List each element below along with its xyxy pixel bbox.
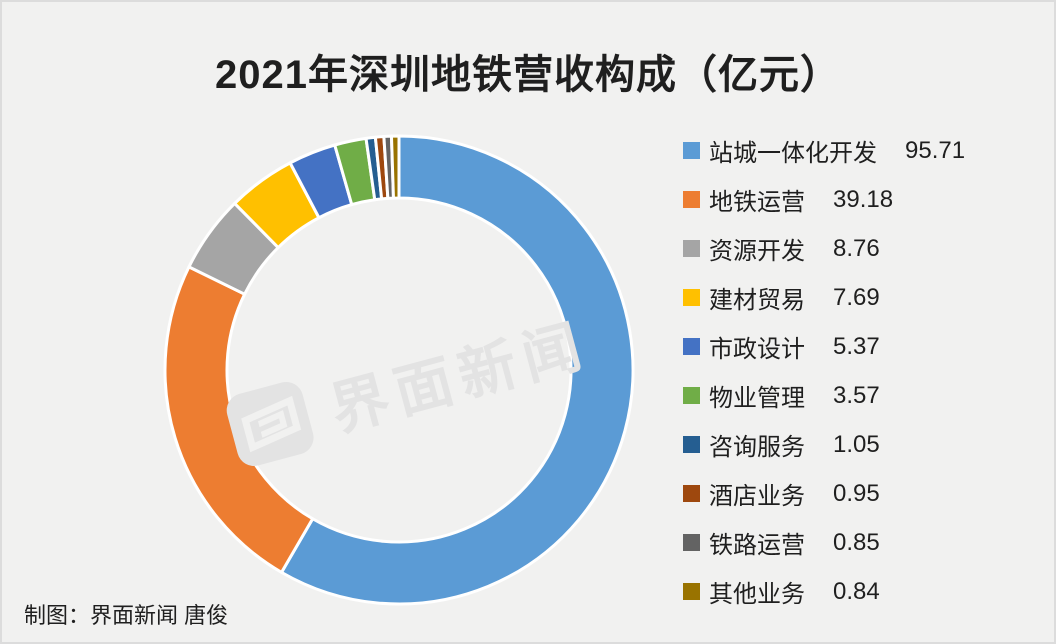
legend-swatch <box>683 191 700 208</box>
donut-slice-0 <box>280 134 635 606</box>
legend-item: 铁路运营 0.85 <box>683 518 965 567</box>
legend-value: 1.05 <box>833 430 880 458</box>
legend-swatch <box>683 485 700 502</box>
legend-item: 建材贸易 7.69 <box>683 273 965 322</box>
legend-label: 站城一体化开发 <box>709 140 877 167</box>
chart-title: 2021年深圳地铁营收构成（亿元） <box>215 53 841 97</box>
legend-swatch <box>683 583 700 600</box>
legend-label: 资源开发 <box>709 238 805 265</box>
legend-value: 7.69 <box>833 283 880 311</box>
legend-item: 市政设计 5.37 <box>683 322 965 371</box>
legend-value: 95.71 <box>905 136 966 164</box>
legend-item: 物业管理 3.57 <box>683 371 965 420</box>
legend-swatch <box>683 142 700 159</box>
legend-value: 5.37 <box>833 332 880 360</box>
legend-item: 咨询服务 1.05 <box>683 420 965 469</box>
legend-value: 0.84 <box>833 577 880 605</box>
legend-item: 站城一体化开发 95.71 <box>683 126 965 175</box>
legend-swatch <box>683 338 700 355</box>
legend-swatch <box>683 240 700 257</box>
legend-label: 咨询服务 <box>709 434 805 461</box>
legend-value: 39.18 <box>833 185 894 213</box>
legend-label: 建材贸易 <box>709 287 805 314</box>
credit-text: 制图：界面新闻 唐俊 <box>24 603 229 628</box>
legend-label: 地铁运营 <box>709 189 805 216</box>
legend-value: 0.85 <box>833 528 880 556</box>
legend-value: 8.76 <box>833 234 880 262</box>
legend-label: 铁路运营 <box>709 532 805 559</box>
donut-slice-9 <box>389 134 401 200</box>
legend-label: 物业管理 <box>709 385 805 412</box>
legend-value: 0.95 <box>833 479 880 507</box>
legend-label: 其他业务 <box>709 581 805 608</box>
legend-swatch <box>683 436 700 453</box>
legend-label: 市政设计 <box>709 336 805 363</box>
donut-slice-1 <box>163 265 315 574</box>
legend: 站城一体化开发 95.71 地铁运营 39.18 资源开发 8.76 建材贸易 … <box>683 126 965 616</box>
legend-item: 地铁运营 39.18 <box>683 175 965 224</box>
legend-swatch <box>683 289 700 306</box>
legend-swatch <box>683 387 700 404</box>
legend-label: 酒店业务 <box>709 483 805 510</box>
legend-value: 3.57 <box>833 381 880 409</box>
legend-item: 其他业务 0.84 <box>683 567 965 616</box>
legend-item: 资源开发 8.76 <box>683 224 965 273</box>
legend-swatch <box>683 534 700 551</box>
legend-item: 酒店业务 0.95 <box>683 469 965 518</box>
